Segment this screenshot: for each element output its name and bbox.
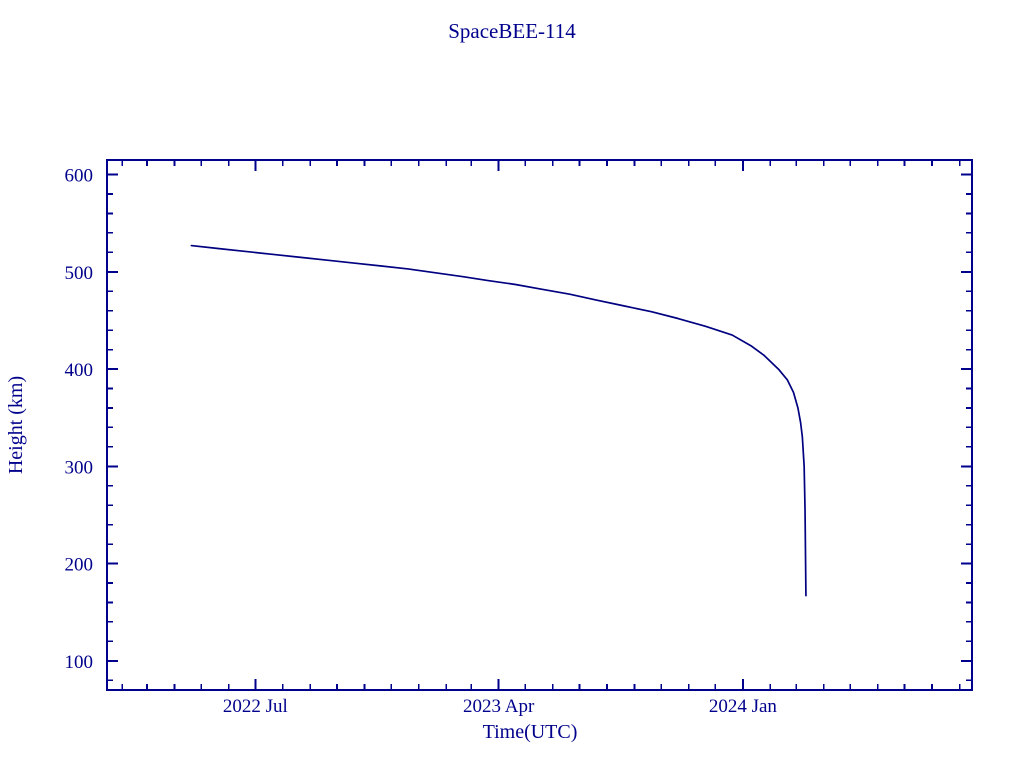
x-axis-tick-label: 2022 Jul [223,696,288,717]
y-axis-tick-labels: 100 200 300 400 500 600 [65,166,94,673]
data-series-line [190,244,807,597]
x-axis-tick-label: 2023 Apr [463,696,535,717]
y-axis-tick-label: 200 [65,555,94,576]
y-axis-ticks [107,173,972,682]
y-axis-tick-label: 400 [65,360,94,381]
y-axis-tick-label: 300 [65,457,94,478]
y-axis-tick-label: 600 [65,166,94,187]
y-axis-tick-label: 100 [65,652,94,673]
chart-title: SpaceBEE-114 [448,19,576,43]
data-series-layer [190,244,807,597]
x-axis-title: Time(UTC) [483,721,578,743]
axis-frame [106,159,973,691]
x-axis-tick-label: 2024 Jan [709,696,778,717]
y-axis-title: Height (km) [5,376,27,474]
x-axis-ticks [121,160,961,690]
x-axis-tick-labels: 2022 Jul 2023 Apr 2024 Jan [223,696,778,717]
y-axis-tick-label: 500 [65,263,94,284]
